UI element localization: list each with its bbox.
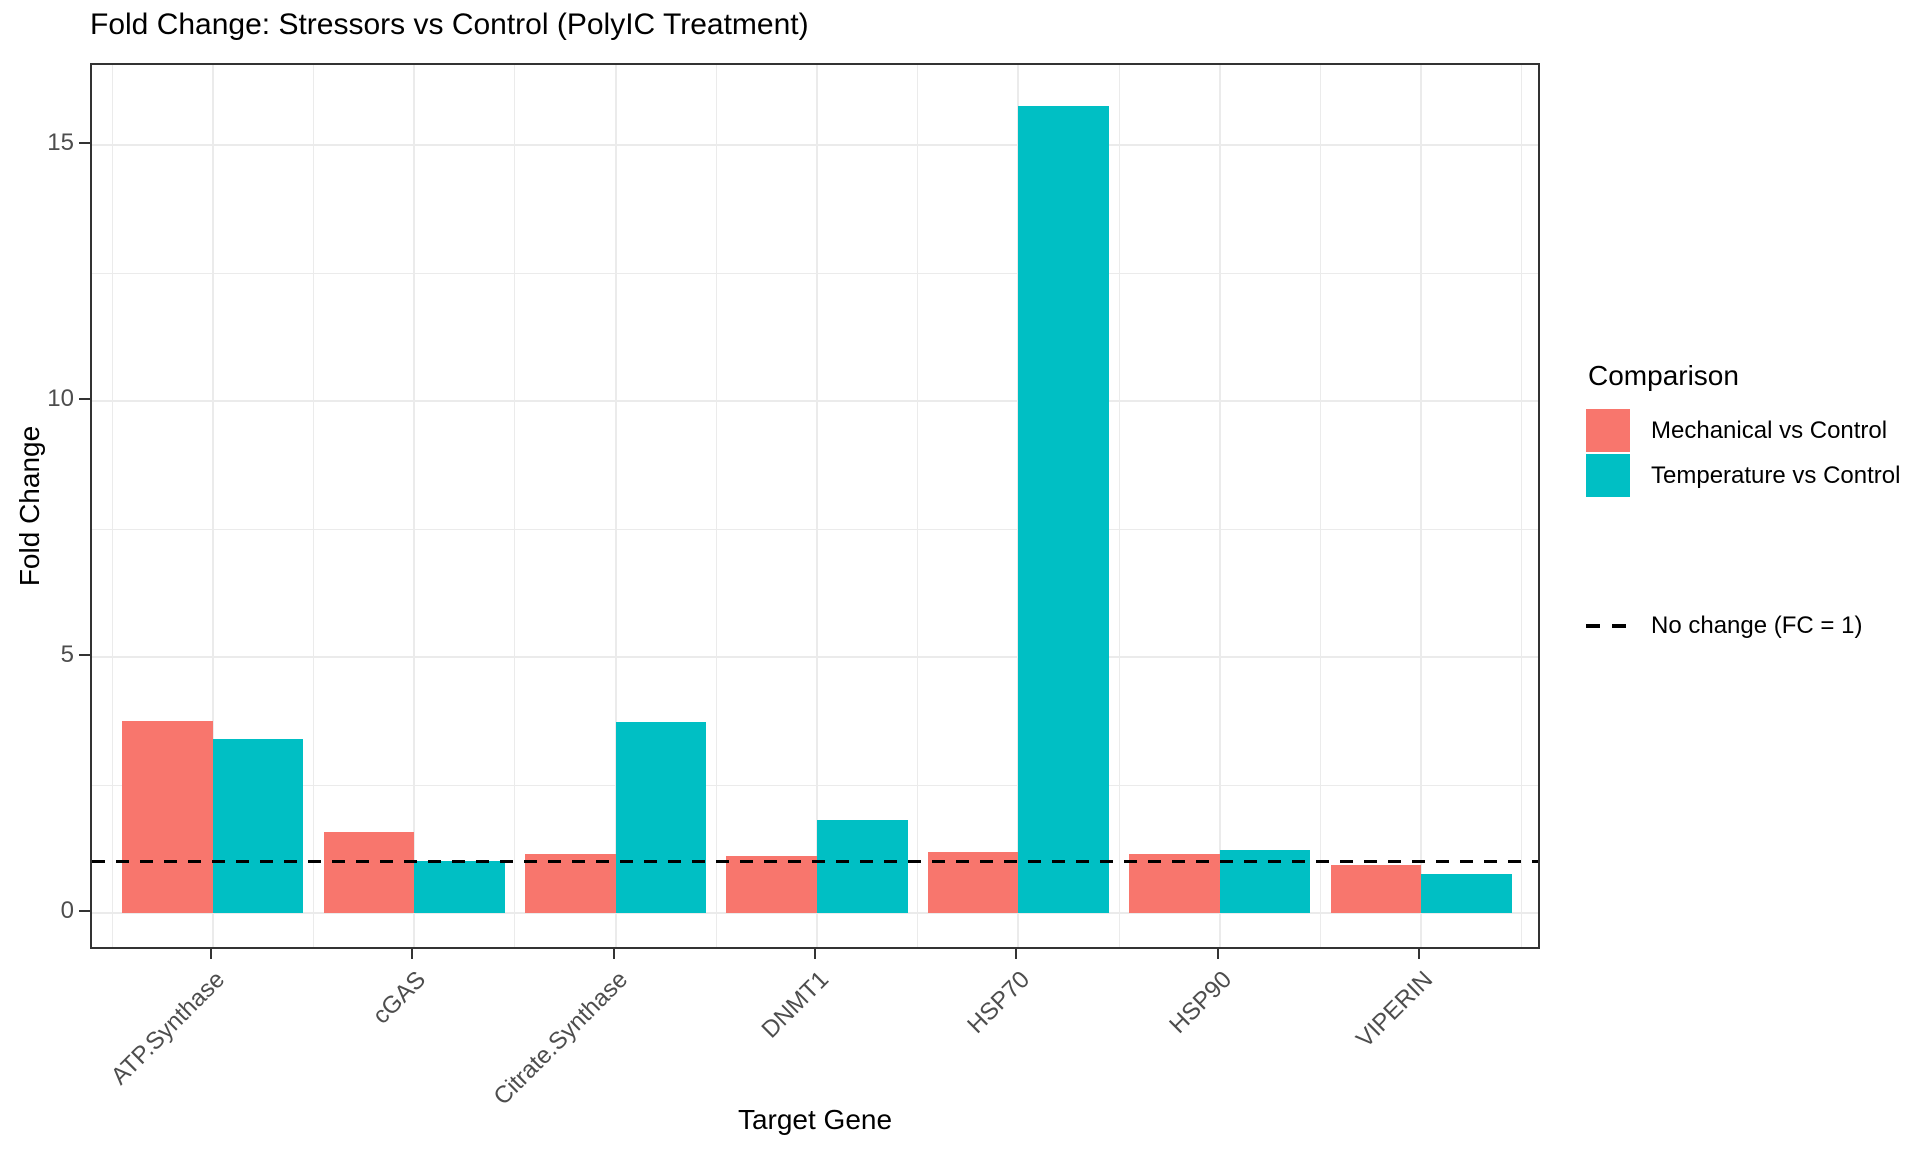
y-tick-label: 10 xyxy=(47,385,74,412)
bar-HSP90-mechanical xyxy=(1129,853,1220,913)
gridline-minor-h xyxy=(92,272,1538,274)
x-tick-label-HSP90: HSP90 xyxy=(1163,966,1237,1039)
bar-DNMT1-mechanical xyxy=(726,856,817,913)
y-tick-mark xyxy=(79,654,90,656)
gridline-minor-h xyxy=(92,784,1538,786)
y-tick-label: 15 xyxy=(47,129,74,156)
gridline-minor-v xyxy=(111,65,113,947)
x-tick-label-cGAS: cGAS xyxy=(367,966,432,1030)
y-tick-label: 5 xyxy=(60,641,74,668)
y-tick-mark xyxy=(79,910,90,912)
x-tick-mark xyxy=(411,949,414,959)
bar-HSP70-temperature xyxy=(1018,105,1109,913)
gridline-minor-h xyxy=(92,528,1538,530)
x-tick-mark xyxy=(1216,949,1219,959)
gridline-minor-v xyxy=(715,65,717,947)
bar-VIPERIN-temperature xyxy=(1421,873,1512,913)
legend-refline-label: No change (FC = 1) xyxy=(1651,611,1863,639)
bar-cGAS-mechanical xyxy=(323,832,415,913)
gridline-major-h xyxy=(92,144,1538,146)
gridline-major-h xyxy=(92,912,1538,914)
gridline-major-v xyxy=(1218,65,1221,947)
x-axis-title: Target Gene xyxy=(737,1104,893,1135)
bar-Citrate.Synthase-mechanical xyxy=(524,853,616,913)
x-tick-mark xyxy=(1418,949,1421,959)
gridline-minor-v xyxy=(514,65,516,947)
gridline-minor-v xyxy=(1319,65,1321,947)
bar-HSP90-temperature xyxy=(1219,849,1311,913)
legend-series-label: Mechanical vs Control xyxy=(1651,416,1888,444)
bar-Citrate.Synthase-temperature xyxy=(615,722,707,913)
gridline-minor-v xyxy=(1521,65,1523,947)
y-tick-mark xyxy=(79,398,90,400)
legend-row-temperature: Temperature vs Control xyxy=(1586,453,1900,498)
gridline-major-h xyxy=(92,656,1538,658)
dashed-line-icon xyxy=(1586,604,1630,647)
gridline-major-v xyxy=(816,65,818,947)
bar-ATP.Synthase-mechanical xyxy=(122,721,213,913)
bar-DNMT1-temperature xyxy=(817,819,908,913)
gridline-major-v xyxy=(413,65,416,947)
legend-key-swatch xyxy=(1586,454,1630,497)
x-tick-label-Citrate.Synthase: Citrate.Synthase xyxy=(488,966,633,1111)
y-axis-title: Fold Change xyxy=(14,425,45,587)
legend-row-mechanical: Mechanical vs Control xyxy=(1586,408,1887,453)
x-tick-label-ATP.Synthase: ATP.Synthase xyxy=(105,966,230,1091)
x-tick-mark xyxy=(1015,949,1018,959)
bar-ATP.Synthase-temperature xyxy=(212,739,304,913)
legend-title: Comparison xyxy=(1588,360,1739,391)
gridline-major-h xyxy=(92,400,1538,402)
gridline-minor-v xyxy=(1118,65,1120,947)
gridline-minor-v xyxy=(313,65,315,947)
bar-VIPERIN-mechanical xyxy=(1330,864,1422,913)
x-tick-mark xyxy=(209,949,212,959)
legend-series-label: Temperature vs Control xyxy=(1651,461,1901,489)
x-tick-mark xyxy=(612,949,615,959)
bar-cGAS-temperature xyxy=(414,860,505,913)
x-tick-label-VIPERIN: VIPERIN xyxy=(1351,966,1439,1053)
legend-key-swatch xyxy=(1586,409,1630,452)
reference-line xyxy=(92,860,1538,864)
gridline-minor-v xyxy=(917,65,919,947)
legend-refline-row: No change (FC = 1) xyxy=(1586,603,1862,648)
y-tick-label: 0 xyxy=(60,897,74,924)
gridline-major-v xyxy=(211,65,214,947)
gridline-major-v xyxy=(614,65,617,947)
x-tick-mark xyxy=(814,949,816,959)
plot-panel xyxy=(90,63,1540,949)
gridline-major-v xyxy=(1420,65,1423,947)
chart-title: Fold Change: Stressors vs Control (PolyI… xyxy=(90,8,809,41)
y-tick-mark xyxy=(79,142,90,144)
